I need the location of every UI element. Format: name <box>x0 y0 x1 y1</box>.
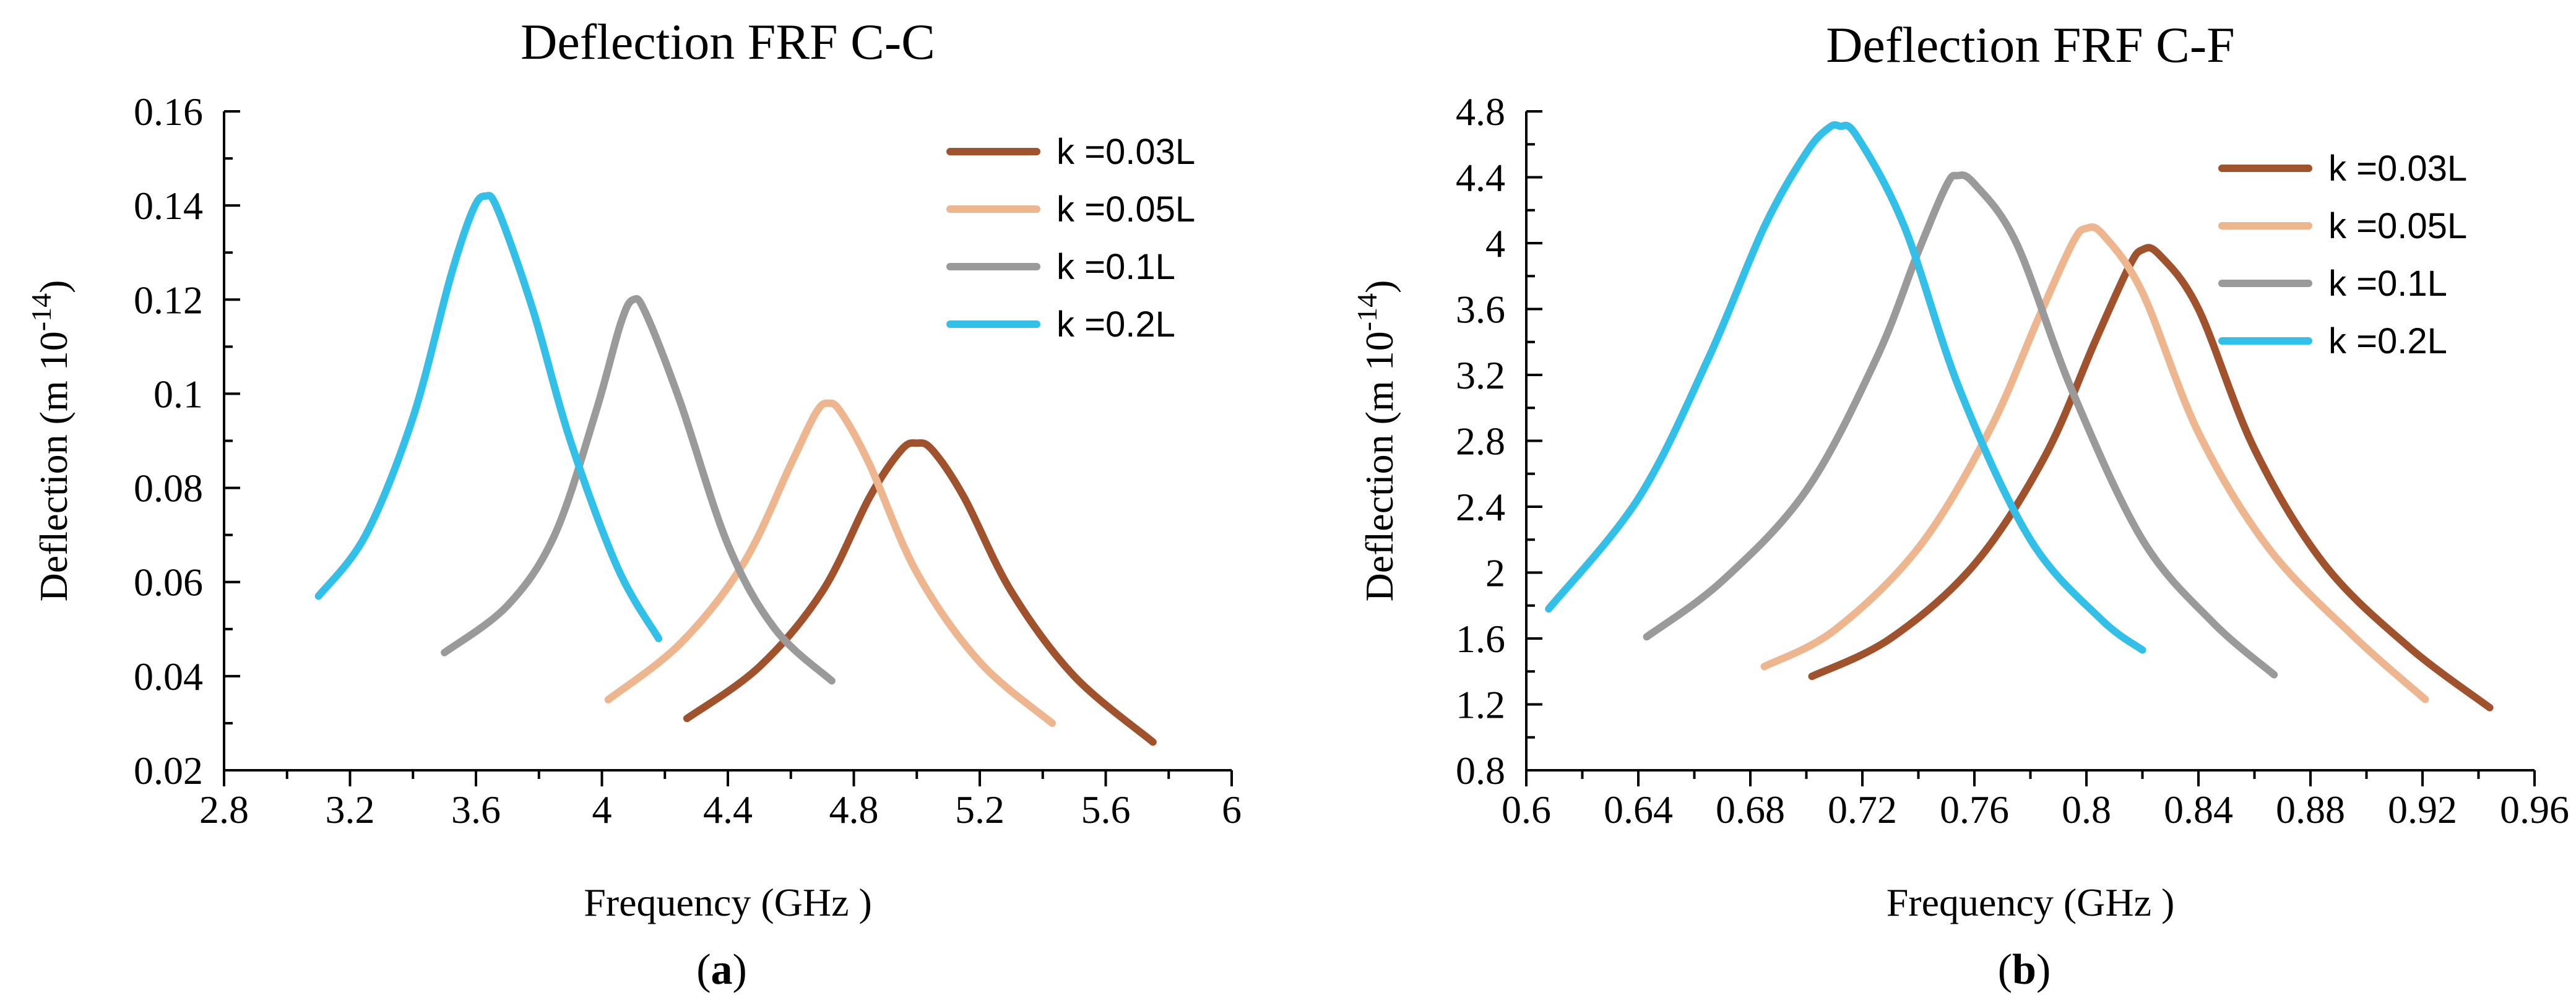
series-line-k0.03l <box>683 439 1157 746</box>
y-tick-label: 4.4 <box>1456 156 1505 200</box>
series-line-k0.2l <box>1545 121 2146 654</box>
chart-title: Deflection FRF C-F <box>1826 17 2235 73</box>
legend-label: k =0.1L <box>2328 264 2447 304</box>
legend: k =0.03L k =0.05L k =0.1L k =0.2L <box>946 132 1195 345</box>
y-axis-title-exponent: -14 <box>25 293 57 331</box>
x-tick-label: 3.6 <box>451 788 501 832</box>
x-tick-label: 6 <box>1222 788 1242 832</box>
series-line-k0.05l <box>604 399 1056 727</box>
x-tick-label: 0.92 <box>2388 788 2457 832</box>
y-tick-label: 0.12 <box>134 278 203 322</box>
legend-label: k =0.1L <box>1057 247 1175 287</box>
x-tick-label: 0.96 <box>2500 788 2569 832</box>
chart-b: Deflection FRF C-F 0.8 1.2 1.6 2 2.4 2.8 3.2 3.6… <box>1351 17 2569 994</box>
y-axis-title-exponent: -14 <box>1351 293 1383 331</box>
caption-close: ) <box>2036 946 2051 994</box>
caption-letter: a <box>711 946 733 994</box>
y-axis-title-tail: ) <box>32 280 76 293</box>
y-axis-title: Deflection (m 10-14) <box>25 280 76 602</box>
chart-a: Deflection FRF C-C 0.02 0.04 0.06 0.08 0.1 0.1… <box>25 14 1242 994</box>
chart-caption: (b) <box>1998 946 2051 994</box>
x-tick-label: 0.76 <box>1940 788 2009 832</box>
caption-close: ) <box>733 946 747 994</box>
legend-label: k =0.2L <box>2328 321 2447 361</box>
x-tick-label: 2.8 <box>199 788 249 832</box>
chart-title: Deflection FRF C-C <box>521 14 935 70</box>
y-tick-label: 0.02 <box>134 749 203 793</box>
y-tick-label: 2.8 <box>1456 419 1505 463</box>
x-tick-label: 0.84 <box>2164 788 2233 832</box>
caption-letter: b <box>2012 946 2036 994</box>
legend-label: k =0.03L <box>1057 132 1195 172</box>
y-tick-label: 4.8 <box>1456 90 1505 134</box>
series-line-k0.05l <box>1760 223 2429 703</box>
y-axis-title-main: Deflection (m 10 <box>1357 331 1401 601</box>
x-tick-label: 4.8 <box>829 788 879 832</box>
chart-caption: (a) <box>696 946 747 994</box>
x-tick-label: 0.68 <box>1716 788 1785 832</box>
legend-label: k =0.03L <box>2328 148 2467 189</box>
legend: k =0.03L k =0.05L k =0.1L k =0.2L <box>2218 148 2467 361</box>
y-tick-label: 0.08 <box>134 466 203 510</box>
y-tick-label: 0.06 <box>134 561 203 604</box>
y-tick-label: 3.2 <box>1456 353 1505 397</box>
x-tick-label: 0.8 <box>2062 788 2111 832</box>
legend-label: k =0.05L <box>2328 206 2467 246</box>
y-tick-label: 0.14 <box>134 184 203 228</box>
y-tick-label: 0.8 <box>1456 749 1505 793</box>
series-line-k0.1l <box>1643 171 2278 679</box>
y-tick-label: 2 <box>1485 551 1505 595</box>
legend-label: k =0.05L <box>1057 189 1195 230</box>
caption-open: ( <box>1998 946 2012 994</box>
x-tick-label: 4.4 <box>703 788 753 832</box>
y-tick-label: 3.6 <box>1456 288 1505 332</box>
y-axis-title-tail: ) <box>1357 280 1401 293</box>
series-line-k0.03l <box>1808 244 2494 712</box>
y-tick-label: 0.16 <box>134 90 203 134</box>
y-tick-label: 1.2 <box>1456 683 1505 727</box>
x-axis-title: Frequency (GHz ) <box>584 880 872 924</box>
x-tick-label: 4 <box>592 788 612 832</box>
x-tick-label: 0.64 <box>1604 788 1673 832</box>
y-axis-title-main: Deflection (m 10 <box>32 331 76 601</box>
series-line-k0.1l <box>441 294 836 685</box>
x-tick-label: 0.6 <box>1502 788 1551 832</box>
caption-open: ( <box>696 946 711 994</box>
x-tick-label: 0.88 <box>2276 788 2345 832</box>
legend-label: k =0.2L <box>1057 304 1175 345</box>
y-axis-title: Deflection (m 10-14) <box>1351 280 1401 602</box>
series-line-k0.2l <box>314 192 663 642</box>
x-tick-label: 5.2 <box>955 788 1005 832</box>
x-tick-label: 3.2 <box>326 788 375 832</box>
y-tick-label: 0.1 <box>153 372 203 416</box>
x-tick-label: 5.6 <box>1081 788 1131 832</box>
x-tick-label: 0.72 <box>1828 788 1897 832</box>
y-tick-label: 0.04 <box>134 655 203 699</box>
y-tick-label: 1.6 <box>1456 617 1505 661</box>
y-tick-label: 4 <box>1485 221 1505 265</box>
y-tick-label: 2.4 <box>1456 485 1505 529</box>
x-axis-title: Frequency (GHz ) <box>1887 880 2175 924</box>
